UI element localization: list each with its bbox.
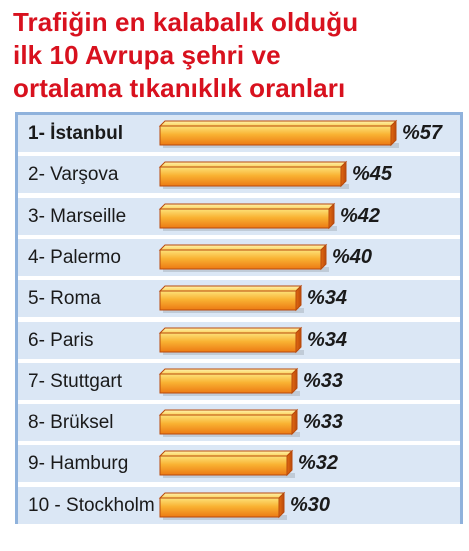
- category-label: 6- Paris: [28, 330, 94, 351]
- category-label: 7- Stuttgart: [28, 371, 122, 392]
- value-label: %33: [303, 370, 344, 392]
- bar-front-face: [159, 497, 280, 518]
- bar: [158, 119, 399, 148]
- bar-front-face: [159, 249, 322, 270]
- bar-end-face: [320, 243, 327, 271]
- bar-end-face: [286, 449, 293, 477]
- bar-front-face: [159, 455, 288, 476]
- bar-end-face: [278, 491, 285, 519]
- category-label: 1- İstanbul: [28, 123, 124, 144]
- bar-end-face: [340, 160, 347, 188]
- title-line-1: Trafiğin en kalabalık olduğu: [13, 7, 359, 37]
- bar-end-face: [328, 202, 335, 230]
- bar-top-face: [158, 244, 328, 251]
- value-label: %33: [303, 411, 344, 433]
- bar-top-face: [158, 450, 294, 457]
- value-label: %57: [402, 122, 443, 144]
- bar: [158, 449, 295, 478]
- bar-end-face: [295, 284, 302, 312]
- bar-front-face: [159, 414, 293, 435]
- bar-top-face: [158, 120, 398, 127]
- bar-top-face: [158, 492, 286, 499]
- bar-front-face: [159, 208, 330, 229]
- bar-end-face: [390, 119, 397, 147]
- value-label: %34: [307, 329, 348, 351]
- bar-top-face: [158, 327, 303, 334]
- bar-front-face: [159, 373, 293, 394]
- bar-top-face: [158, 285, 303, 292]
- bar-top-face: [158, 203, 336, 210]
- bar: [158, 326, 304, 355]
- bar: [158, 408, 300, 437]
- bar-top-face: [158, 409, 299, 416]
- footer-space: [0, 538, 469, 551]
- category-label: 4- Palermo: [28, 247, 121, 268]
- category-label: 2- Varşova: [28, 164, 119, 185]
- bar-end-face: [291, 367, 298, 395]
- bar: [158, 491, 287, 520]
- bar-front-face: [159, 290, 297, 311]
- bar: [158, 243, 329, 272]
- bar: [158, 160, 349, 189]
- bar-front-face: [159, 125, 392, 146]
- value-label: %32: [298, 452, 339, 474]
- value-label: %30: [290, 494, 331, 516]
- category-label: 9- Hamburg: [28, 453, 129, 474]
- title-line-2: ilk 10 Avrupa şehri ve: [13, 40, 281, 70]
- title-line-3: ortalama tıkanıklık oranları: [13, 73, 346, 103]
- bar: [158, 202, 337, 231]
- bar: [158, 284, 304, 313]
- category-label: 5- Roma: [28, 288, 101, 309]
- value-label: %42: [340, 205, 381, 227]
- bar-top-face: [158, 161, 348, 168]
- value-label: %45: [352, 163, 393, 185]
- category-label: 10 - Stockholm: [28, 495, 155, 516]
- bar: [158, 367, 300, 396]
- bar-front-face: [159, 166, 342, 187]
- chart-title: Trafiğin en kalabalık olduğu ilk 10 Avru…: [13, 6, 463, 105]
- value-label: %40: [332, 246, 373, 268]
- bar-end-face: [291, 408, 298, 436]
- bar-top-face: [158, 368, 299, 375]
- category-label: 8- Brüksel: [28, 412, 114, 433]
- bar-end-face: [295, 326, 302, 354]
- value-label: %34: [307, 287, 348, 309]
- bar-front-face: [159, 332, 297, 353]
- category-label: 3- Marseille: [28, 206, 127, 227]
